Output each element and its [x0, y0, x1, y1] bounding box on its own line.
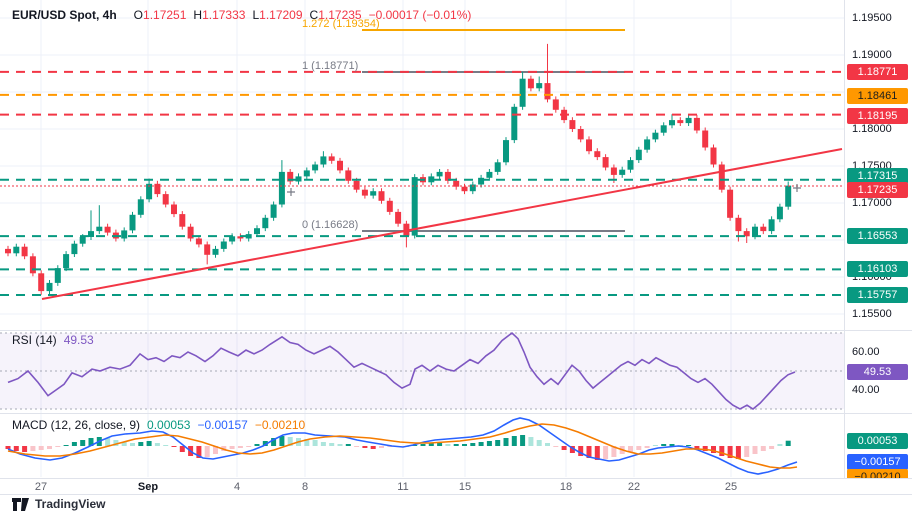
price-badge: 1.16103 [847, 261, 908, 277]
rsi-value: 49.53 [63, 333, 94, 347]
time-axis-label: 8 [301, 481, 309, 493]
price-badge: 1.18461 [847, 88, 908, 104]
price-axis-label: 1.17000 [852, 197, 892, 209]
price-axis-label: 40.00 [852, 384, 880, 396]
price-badge: 1.16553 [847, 228, 908, 244]
open-value: 1.17251 [143, 8, 187, 22]
tradingview-logo[interactable]: TradingView [12, 497, 105, 511]
time-axis-label: 22 [627, 481, 641, 493]
high-label: H [193, 8, 203, 22]
time-axis-label: 4 [233, 481, 241, 493]
time-axis-label: 25 [724, 481, 738, 493]
macd-title[interactable]: MACD (12, 26, close, 9) [12, 418, 141, 432]
time-axis-label: 15 [458, 481, 472, 493]
macd-signal-line [7, 423, 798, 469]
fib-extension-label: 1.272 (1.19354) [302, 18, 380, 30]
open-label: O [133, 8, 144, 22]
macd-line-value: −0.00157 [197, 418, 248, 432]
symbol-title[interactable]: EUR/USD Spot, 4h [12, 8, 117, 22]
macd-histogram [5, 435, 791, 460]
time-axis-label: Sep [137, 481, 159, 493]
rsi-band [0, 332, 844, 410]
crosshair-plus-marker [287, 188, 295, 196]
rsi-title[interactable]: RSI (14) [12, 333, 57, 347]
price-axis-label: 1.19500 [852, 12, 892, 24]
price-badge: 1.18771 [847, 64, 908, 80]
fib-retracement[interactable] [362, 29, 625, 232]
tradingview-logo-icon [12, 497, 29, 511]
grid [0, 0, 844, 477]
fib-zero-label: 0 (1.16628) [302, 219, 359, 231]
symbol-header: EUR/USD Spot, 4h O1.17251 H1.17333 L1.17209… [12, 8, 471, 22]
high-value: 1.17333 [202, 8, 246, 22]
time-axis-label: 27 [34, 481, 48, 493]
price-axis-label: 60.00 [852, 346, 880, 358]
trendline[interactable] [41, 148, 843, 300]
price-badge: 1.17315 [847, 168, 908, 184]
change-value: −0.00017 (−0.01%) [368, 8, 472, 22]
rsi-pane-title: RSI (14) 49.53 [12, 333, 94, 347]
price-badge: −0.00157 [847, 454, 908, 470]
candlestick-series [5, 43, 792, 295]
time-axis[interactable]: 27 Sep 4 8 11 15 18 22 25 [0, 478, 912, 495]
close-label: C [309, 8, 319, 22]
macd-pane-title: MACD (12, 26, close, 9) 0.00053 −0.00157 −0… [12, 418, 305, 432]
price-badge: 49.53 [847, 364, 908, 380]
price-axis-label: 1.15500 [852, 308, 892, 320]
macd-line [7, 417, 798, 475]
time-axis-label: 11 [397, 481, 409, 493]
price-badge: 0.00053 [847, 433, 908, 449]
low-label: L [252, 8, 260, 22]
price-axis-label: 1.18000 [852, 123, 892, 135]
price-badge: 1.18195 [847, 108, 908, 124]
price-axis-label: 1.19000 [852, 49, 892, 61]
macd-signal-value: −0.00210 [254, 418, 306, 432]
macd-hist-value: 0.00053 [147, 418, 191, 432]
tradingview-brand-text: TradingView [35, 497, 106, 511]
fib-one-label: 1 (1.18771) [302, 60, 359, 72]
time-axis-label: 18 [559, 481, 573, 493]
close-value: 1.17235 [318, 8, 362, 22]
price-badge: 1.15757 [847, 287, 908, 303]
horizontal-levels [0, 70, 844, 296]
low-value: 1.17209 [259, 8, 303, 22]
rsi-line [7, 331, 796, 410]
crosshair-plus-marker [793, 184, 801, 192]
price-badge: 1.17235 [847, 182, 908, 198]
